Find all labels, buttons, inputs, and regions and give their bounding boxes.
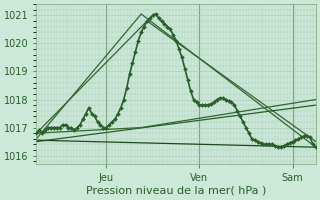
X-axis label: Pression niveau de la mer( hPa ): Pression niveau de la mer( hPa ) xyxy=(86,186,266,196)
